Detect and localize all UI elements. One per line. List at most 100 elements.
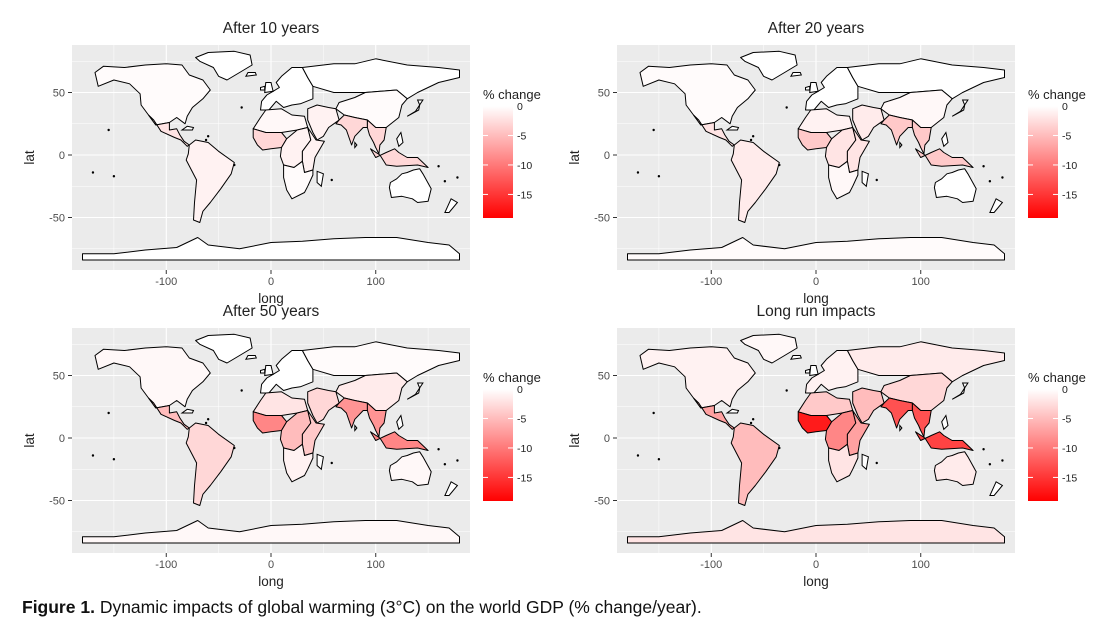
- small-island: [107, 128, 110, 132]
- small-island: [636, 454, 640, 457]
- island: [316, 453, 324, 471]
- small-island: [982, 448, 985, 451]
- region-middle-east: [852, 104, 885, 141]
- small-island: [240, 106, 243, 109]
- small-island: [204, 138, 208, 142]
- y-tick-label: 50: [598, 88, 610, 100]
- small-island: [91, 171, 95, 174]
- region-central-america: [693, 397, 735, 430]
- region-india: [880, 114, 913, 146]
- legend-tick-label: -10: [1062, 160, 1077, 172]
- region-central-america: [148, 397, 190, 430]
- island: [805, 368, 811, 374]
- island: [861, 170, 869, 188]
- small-island: [206, 418, 210, 421]
- region-greenland: [195, 333, 253, 364]
- y-tick-label: 0: [59, 150, 65, 162]
- region-south-america: [730, 422, 780, 506]
- legend-tick-label: -5: [517, 130, 526, 142]
- island: [260, 368, 266, 374]
- legend-colorbar: [483, 106, 513, 218]
- island: [180, 125, 195, 131]
- region-middle-east: [307, 387, 340, 424]
- land-regions: [82, 333, 460, 544]
- small-island: [636, 171, 640, 174]
- legend-tick-label: 0: [517, 384, 523, 396]
- legend-title: % change: [483, 87, 541, 102]
- land-regions: [82, 50, 460, 261]
- y-tick-label: 50: [53, 88, 65, 100]
- region-north-america: [94, 63, 211, 126]
- legend-colorbar: [1028, 389, 1058, 501]
- region-west-africa: [252, 128, 288, 151]
- x-tick-label: -100: [700, 276, 722, 288]
- y-tick-label: 0: [604, 433, 610, 445]
- x-axis-label: long: [803, 291, 829, 306]
- island: [951, 99, 969, 117]
- region-india: [335, 397, 368, 429]
- legend-tick-label: -10: [1062, 443, 1077, 455]
- small-island: [749, 421, 753, 425]
- region-australia: [388, 451, 432, 486]
- region-antarctica: [82, 520, 460, 544]
- x-tick-label: -100: [155, 559, 177, 571]
- legend-tick-label: -15: [517, 472, 532, 484]
- island: [260, 85, 266, 91]
- small-island: [657, 175, 661, 178]
- small-island: [443, 180, 447, 183]
- region-antarctica: [82, 237, 460, 261]
- region-central-america: [148, 114, 190, 147]
- island: [941, 414, 949, 431]
- region-middle-east: [852, 387, 885, 424]
- panel-title: After 20 years: [768, 20, 865, 37]
- region-greenland: [740, 50, 798, 81]
- island: [789, 355, 803, 360]
- region-antarctica: [627, 237, 1005, 261]
- map-panel-after-50-years: After 50 years -100 0 100 50 0 -50 long lat% cha…: [10, 298, 550, 589]
- region-north-america: [94, 346, 211, 409]
- legend-tick-label: -15: [517, 189, 532, 201]
- island: [899, 424, 903, 432]
- region-south-america: [185, 139, 235, 223]
- y-tick-label: -50: [594, 496, 610, 508]
- island: [951, 382, 969, 400]
- island: [244, 72, 258, 77]
- island: [809, 365, 819, 377]
- small-island: [330, 178, 333, 182]
- small-island: [204, 421, 208, 425]
- island: [354, 141, 358, 149]
- y-tick-label: -50: [49, 213, 65, 225]
- region-australia: [388, 168, 432, 203]
- land-regions: [627, 333, 1005, 544]
- small-island: [240, 389, 243, 392]
- region-russia: [301, 341, 460, 383]
- x-tick-label: 100: [912, 276, 930, 288]
- region-india: [335, 114, 368, 146]
- x-tick-label: -100: [155, 276, 177, 288]
- small-island: [652, 128, 655, 132]
- small-island: [443, 463, 447, 466]
- small-island: [456, 176, 459, 179]
- region-greenland: [740, 333, 798, 364]
- region-antarctica: [627, 520, 1005, 544]
- small-island: [778, 163, 781, 167]
- legend-tick-label: -5: [517, 413, 526, 425]
- small-island: [1001, 176, 1004, 179]
- legend-tick-label: 0: [1062, 384, 1068, 396]
- island: [406, 99, 424, 117]
- island: [805, 85, 811, 91]
- x-axis-label: long: [258, 291, 284, 306]
- y-axis-label: lat: [567, 433, 582, 448]
- small-island: [107, 411, 110, 415]
- small-island: [437, 448, 440, 451]
- legend-tick-label: 0: [517, 101, 523, 113]
- small-island: [206, 135, 210, 138]
- panel-title: Long run impacts: [757, 303, 876, 320]
- small-island: [751, 418, 755, 421]
